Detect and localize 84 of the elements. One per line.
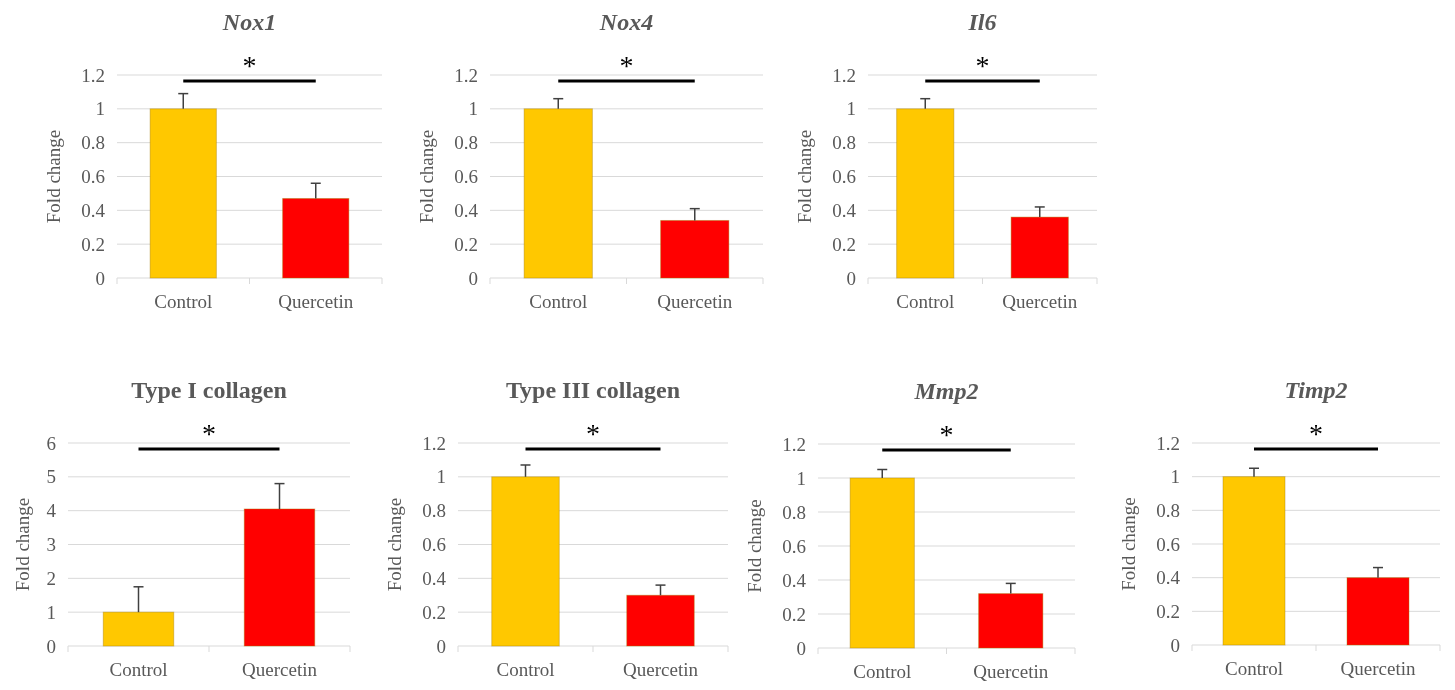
- y-tick-label: 0.6: [454, 166, 478, 188]
- y-tick-label: 1: [95, 98, 105, 120]
- y-tick-label: 1.2: [454, 64, 478, 86]
- x-tick-label: Control: [853, 661, 912, 682]
- y-tick-label: 0.4: [454, 199, 479, 221]
- y-tick-label: 0.8: [782, 501, 806, 523]
- x-tick-label: Quercetin: [242, 659, 318, 680]
- y-tick-label: 1.2: [832, 64, 856, 86]
- chart-title: Mmp2: [913, 378, 979, 404]
- annotation: *: [1309, 418, 1323, 449]
- x-tick-label: Control: [1224, 658, 1284, 679]
- y-axis-title: Fold change: [794, 129, 815, 224]
- x-tick-label: Control: [529, 291, 588, 312]
- y-tick-label: 0.4: [422, 567, 447, 589]
- y-tick-label: 0.8: [832, 132, 856, 154]
- y-tick-label: 1.2: [1156, 432, 1180, 454]
- y-tick-label: 0: [846, 267, 856, 289]
- annotation: *: [975, 50, 990, 81]
- y-axis-title: Fold change: [744, 499, 765, 593]
- chart-title: Type I collagen: [131, 377, 287, 403]
- annotation: *: [202, 418, 216, 449]
- x-tick-label: Quercetin: [1002, 291, 1078, 312]
- y-tick-label: 2: [46, 567, 56, 589]
- y-tick-label: 0.4: [782, 569, 807, 591]
- y-tick-label: 0.2: [832, 233, 856, 255]
- x-tick-label: Control: [896, 291, 955, 312]
- y-tick-label: 6: [46, 432, 56, 454]
- x-tick-label: Quercetin: [278, 291, 354, 312]
- y-tick-label: 0.8: [1156, 499, 1180, 521]
- y-axis-title: Fold change: [384, 497, 405, 592]
- y-tick-label: 4: [46, 500, 57, 522]
- y-axis-title: Fold change: [416, 129, 437, 224]
- y-tick-label: 0.2: [454, 233, 478, 255]
- y-tick-label: 5: [46, 466, 56, 488]
- annotation: *: [939, 419, 954, 450]
- y-tick-label: 0: [468, 267, 478, 289]
- y-tick-label: 0.4: [832, 199, 857, 221]
- y-axis-title: Fold change: [1118, 497, 1139, 591]
- annotation: *: [242, 50, 257, 81]
- y-tick-label: 1.2: [422, 432, 446, 454]
- chart-title: Nox4: [598, 9, 654, 35]
- y-tick-label: 0: [796, 637, 806, 659]
- y-tick-label: 3: [46, 534, 56, 556]
- x-tick-label: Control: [496, 659, 555, 680]
- y-tick-label: 0.6: [422, 534, 446, 556]
- y-tick-label: 0.4: [1156, 567, 1181, 589]
- y-axis-title: Fold change: [12, 497, 33, 592]
- x-tick-label: Quercetin: [973, 661, 1049, 682]
- y-tick-label: 0.2: [81, 233, 105, 255]
- y-tick-label: 0.2: [782, 603, 806, 625]
- y-axis-title: Fold change: [43, 129, 64, 224]
- x-tick-label: Quercetin: [623, 659, 699, 680]
- y-tick-label: 0.2: [422, 601, 446, 623]
- y-tick-label: 0: [1170, 634, 1180, 656]
- y-tick-label: 1: [1170, 466, 1180, 488]
- chart-title: Nox1: [221, 9, 277, 35]
- chart-title: Type III collagen: [505, 377, 681, 403]
- y-tick-label: 1: [796, 467, 806, 489]
- y-tick-label: 0: [95, 267, 105, 289]
- x-tick-label: Control: [109, 659, 168, 680]
- chart-title: Il6: [967, 9, 997, 35]
- y-tick-label: 0.6: [782, 535, 806, 557]
- y-tick-label: 0.8: [454, 132, 478, 154]
- y-tick-label: 1: [436, 466, 446, 488]
- y-tick-label: 0: [46, 635, 56, 657]
- y-tick-label: 0.2: [1156, 600, 1180, 622]
- annotation: *: [619, 50, 634, 81]
- y-tick-label: 1: [468, 98, 478, 120]
- x-tick-label: Control: [154, 291, 213, 312]
- y-tick-label: 0.6: [1156, 533, 1180, 555]
- y-tick-label: 0.6: [81, 166, 105, 188]
- y-tick-label: 0.6: [832, 166, 856, 188]
- y-tick-label: 1.2: [81, 64, 105, 86]
- y-tick-label: 0.8: [422, 500, 446, 522]
- x-tick-label: Quercetin: [1340, 658, 1416, 679]
- y-tick-label: 1: [846, 98, 856, 120]
- x-tick-label: Quercetin: [657, 291, 733, 312]
- y-tick-label: 1.2: [782, 433, 806, 455]
- y-tick-label: 0: [436, 635, 446, 657]
- chart-title: Timp2: [1284, 377, 1348, 403]
- annotation: *: [586, 418, 600, 449]
- y-tick-label: 1: [46, 601, 56, 623]
- y-tick-label: 0.4: [81, 199, 106, 221]
- y-tick-label: 0.8: [81, 132, 105, 154]
